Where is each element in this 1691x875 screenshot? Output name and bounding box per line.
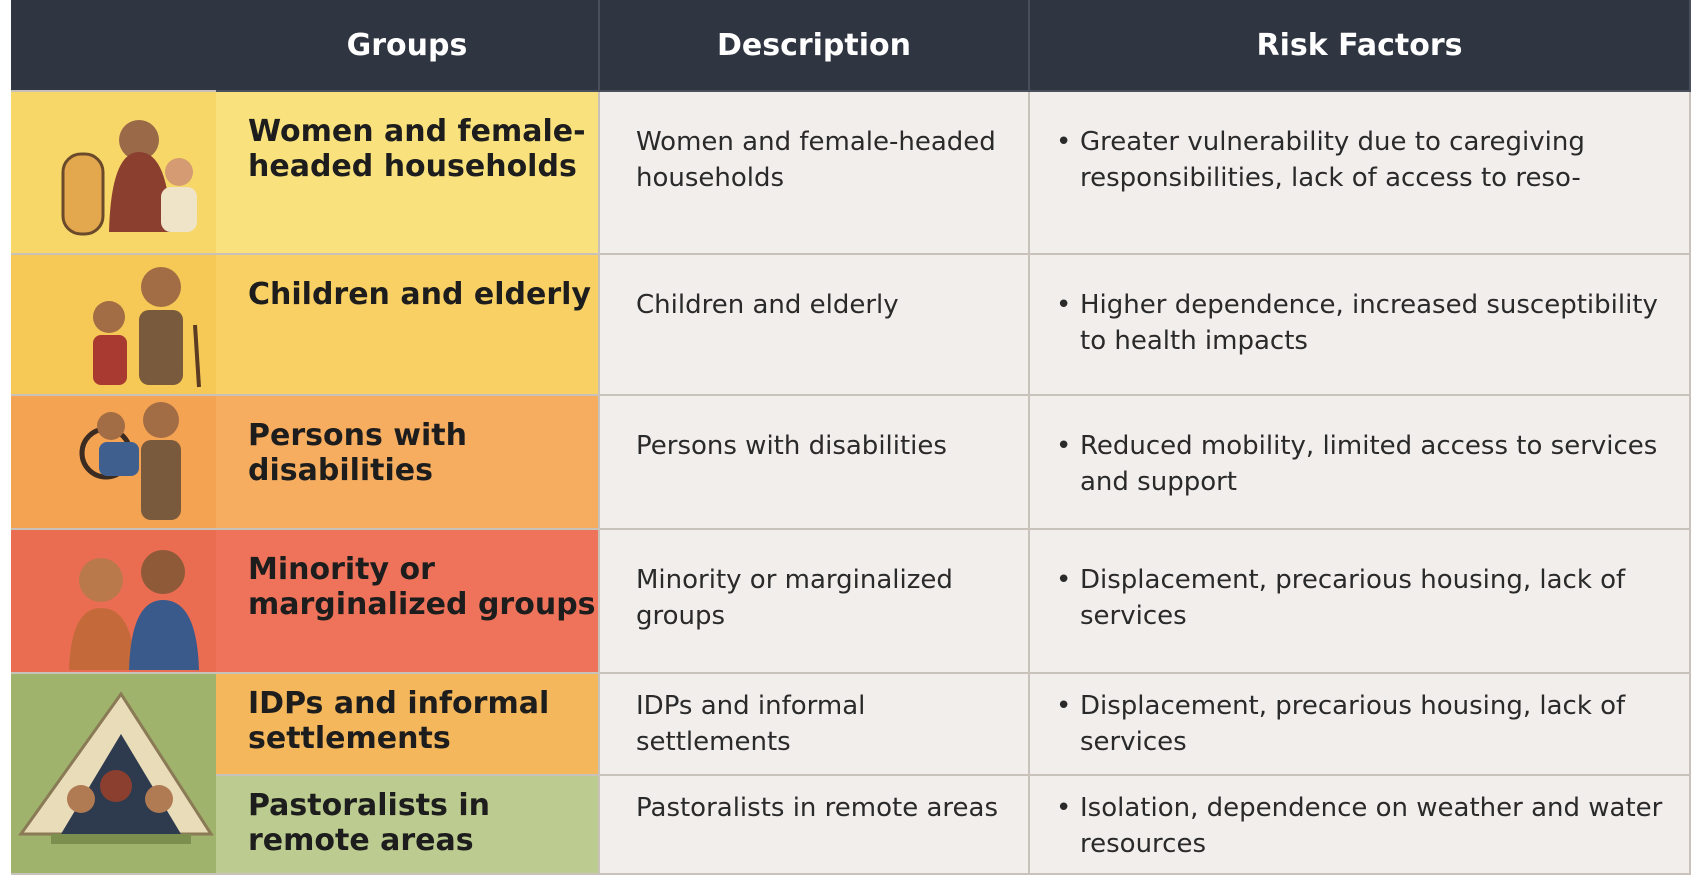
description: Minority or marginalized groups: [600, 530, 1030, 674]
group-name: Persons with disabilities: [216, 396, 600, 530]
risk-factors: Displacement, precarious housing, lack o…: [1030, 530, 1691, 674]
description: Children and elderly: [600, 255, 1030, 396]
description: Persons with disabilities: [600, 396, 1030, 530]
icon-women: [11, 92, 216, 255]
group-name: Pastoralists in remote areas: [216, 776, 600, 875]
risk-factors: Displacement, precarious housing, lack o…: [1030, 674, 1691, 776]
risk-factors: Higher dependence, increased susceptibil…: [1030, 255, 1691, 396]
column-header: Description: [600, 0, 1030, 92]
risk-factors: Reduced mobility, limited access to serv…: [1030, 396, 1691, 530]
icon-minority: [11, 530, 216, 674]
group-name: Children and elderly: [216, 255, 600, 396]
description: IDPs and informal settlements: [600, 674, 1030, 776]
group-name: Minority or marginalized groups: [216, 530, 600, 674]
icon-children-elderly: [11, 255, 216, 396]
group-name: Women and female-headed households: [216, 92, 600, 255]
description: Pastoralists in remote areas: [600, 776, 1030, 875]
column-header: Groups: [216, 0, 600, 92]
header-blank: [11, 0, 216, 92]
icon-disabilities: [11, 396, 216, 530]
column-header: Risk Factors: [1030, 0, 1691, 92]
risk-factors: Greater vulnerability due to caregiving …: [1030, 92, 1691, 255]
description: Women and female-headed households: [600, 92, 1030, 255]
group-name: IDPs and informal settlements: [216, 674, 600, 776]
risk-factors: Isolation, dependence on weather and wat…: [1030, 776, 1691, 875]
icon-tent: [11, 674, 216, 875]
